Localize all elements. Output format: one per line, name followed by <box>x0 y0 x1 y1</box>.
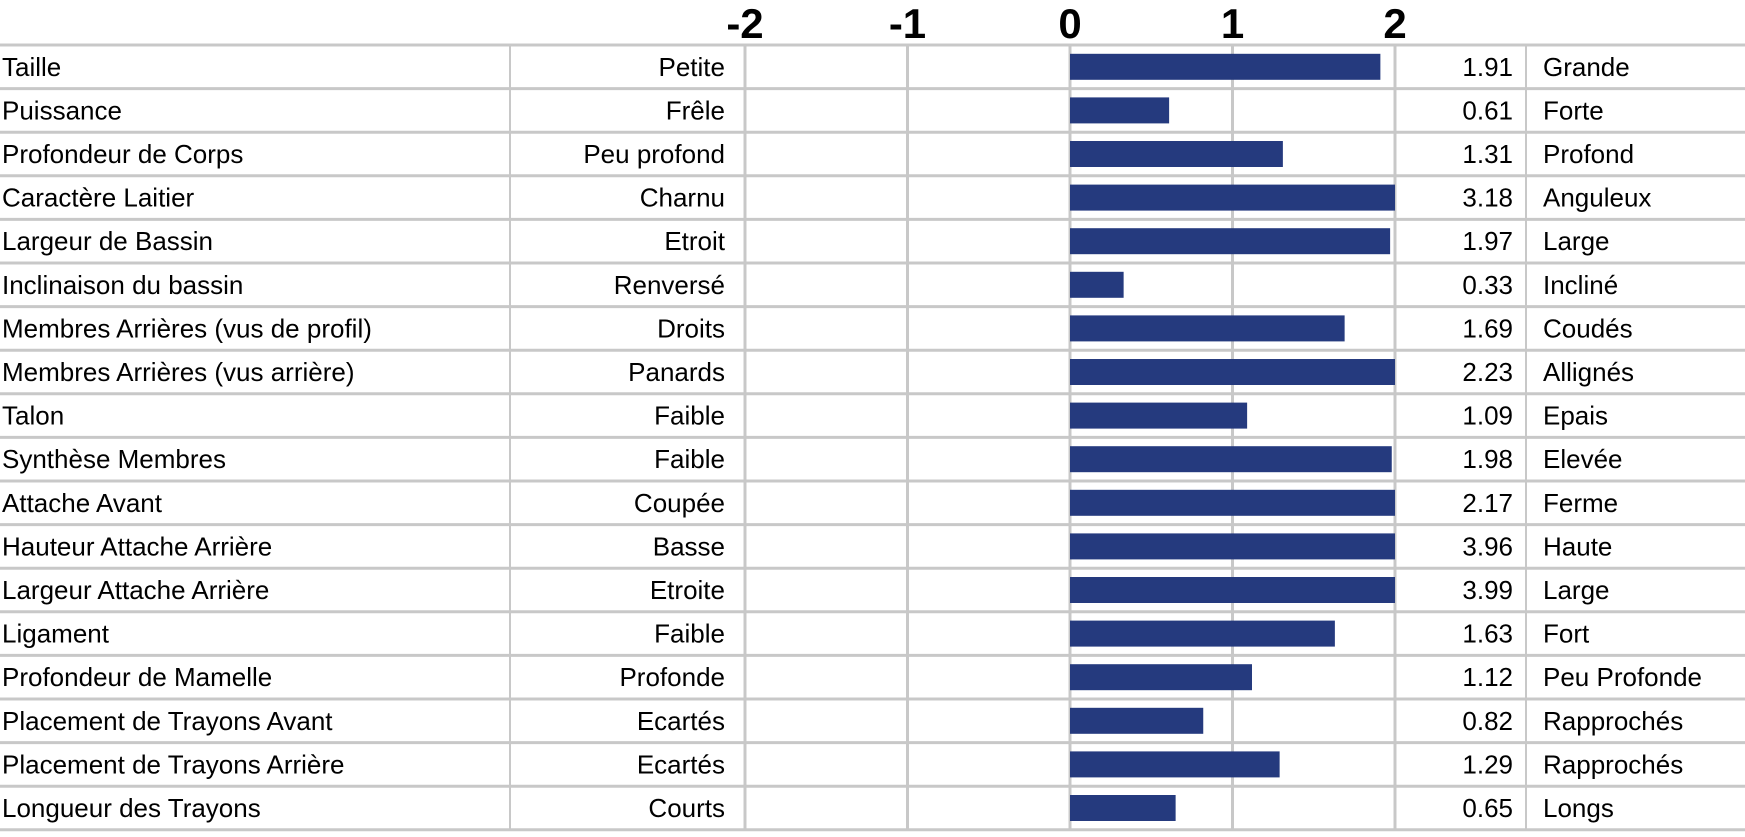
tick-label: -1 <box>889 0 926 47</box>
bar <box>1070 620 1335 647</box>
high-pole-label: Ferme <box>1543 488 1618 518</box>
bar <box>1070 315 1345 342</box>
value-label: 2.17 <box>1462 488 1513 518</box>
tick-label: 1 <box>1221 0 1244 47</box>
trait-label: Puissance <box>2 95 122 125</box>
trait-label: Longueur des Trayons <box>2 793 261 823</box>
bar <box>1070 53 1381 80</box>
value-label: 3.99 <box>1462 575 1513 605</box>
low-pole-label: Basse <box>653 531 725 561</box>
high-pole-label: Rapprochés <box>1543 706 1683 736</box>
high-pole-label: Large <box>1543 226 1610 256</box>
tick-label: -2 <box>726 0 763 47</box>
high-pole-label: Grande <box>1543 52 1630 82</box>
value-label: 3.96 <box>1462 531 1513 561</box>
trait-label: Attache Avant <box>2 488 163 518</box>
bar <box>1070 489 1395 516</box>
low-pole-label: Ecartés <box>637 749 725 779</box>
value-label: 2.23 <box>1462 357 1513 387</box>
trait-label: Membres Arrières (vus arrière) <box>2 357 355 387</box>
low-pole-label: Faible <box>654 619 725 649</box>
bar <box>1070 402 1248 429</box>
value-label: 1.69 <box>1462 313 1513 343</box>
value-label: 0.61 <box>1462 95 1513 125</box>
trait-label: Membres Arrières (vus de profil) <box>2 313 372 343</box>
high-pole-label: Anguleux <box>1543 183 1651 213</box>
low-pole-label: Coupée <box>634 488 725 518</box>
low-pole-label: Peu profond <box>583 139 725 169</box>
bar <box>1070 533 1395 560</box>
trait-label: Largeur de Bassin <box>2 226 213 256</box>
bar <box>1070 97 1170 124</box>
bar <box>1070 751 1280 778</box>
bar <box>1070 664 1252 691</box>
value-label: 3.18 <box>1462 183 1513 213</box>
high-pole-label: Fort <box>1543 619 1590 649</box>
low-pole-label: Etroit <box>664 226 725 256</box>
trait-label: Placement de Trayons Avant <box>2 706 333 736</box>
high-pole-label: Elevée <box>1543 444 1623 474</box>
bar <box>1070 141 1283 167</box>
bar <box>1070 359 1395 385</box>
tick-label: 0 <box>1058 0 1081 47</box>
bar <box>1070 271 1124 298</box>
low-pole-label: Faible <box>654 444 725 474</box>
high-pole-label: Peu Profonde <box>1543 662 1702 692</box>
value-label: 1.31 <box>1462 139 1513 169</box>
high-pole-label: Epais <box>1543 401 1608 431</box>
value-label: 1.09 <box>1462 401 1513 431</box>
trait-label: Talon <box>2 401 64 431</box>
value-label: 0.65 <box>1462 793 1513 823</box>
bar-layer <box>1070 53 1395 821</box>
low-pole-label: Petite <box>659 52 726 82</box>
grid-layer <box>0 43 1745 832</box>
low-pole-label: Etroite <box>650 575 725 605</box>
value-label: 1.12 <box>1462 662 1513 692</box>
trait-label: Caractère Laitier <box>2 183 195 213</box>
low-pole-label: Ecartés <box>637 706 725 736</box>
low-pole-label: Frêle <box>666 95 725 125</box>
bar <box>1070 228 1391 255</box>
low-pole-label: Faible <box>654 401 725 431</box>
low-pole-label: Renversé <box>614 270 725 300</box>
bar <box>1070 577 1395 603</box>
low-pole-label: Courts <box>648 793 725 823</box>
low-pole-label: Charnu <box>640 183 725 213</box>
high-pole-label: Coudés <box>1543 313 1633 343</box>
high-pole-label: Allignés <box>1543 357 1634 387</box>
trait-label: Hauteur Attache Arrière <box>2 531 272 561</box>
text-layer: -2 -1 0 1 2 Taille Petite 1.91 Grande Puissance Fr… <box>2 0 1702 823</box>
trait-label: Inclinaison du bassin <box>2 270 243 300</box>
value-label: 1.63 <box>1462 619 1513 649</box>
low-pole-label: Droits <box>657 313 725 343</box>
value-label: 0.82 <box>1462 706 1513 736</box>
trait-label: Ligament <box>2 619 110 649</box>
trait-label: Placement de Trayons Arrière <box>2 749 345 779</box>
bar <box>1070 184 1395 211</box>
high-pole-label: Large <box>1543 575 1610 605</box>
value-label: 0.33 <box>1462 270 1513 300</box>
bar <box>1070 795 1176 821</box>
value-label: 1.29 <box>1462 749 1513 779</box>
trait-label: Synthèse Membres <box>2 444 226 474</box>
low-pole-label: Profonde <box>619 662 725 692</box>
high-pole-label: Rapprochés <box>1543 749 1683 779</box>
bar <box>1070 446 1392 473</box>
tick-label: 2 <box>1383 0 1406 47</box>
high-pole-label: Profond <box>1543 139 1634 169</box>
trait-label: Profondeur de Corps <box>2 139 243 169</box>
trait-label: Profondeur de Mamelle <box>2 662 272 692</box>
high-pole-label: Haute <box>1543 531 1612 561</box>
bar <box>1070 707 1204 734</box>
value-label: 1.97 <box>1462 226 1513 256</box>
trait-label: Taille <box>2 52 61 82</box>
value-label: 1.98 <box>1462 444 1513 474</box>
value-label: 1.91 <box>1462 52 1513 82</box>
high-pole-label: Incliné <box>1543 270 1618 300</box>
high-pole-label: Longs <box>1543 793 1614 823</box>
high-pole-label: Forte <box>1543 95 1604 125</box>
low-pole-label: Panards <box>628 357 725 387</box>
trait-label: Largeur Attache Arrière <box>2 575 269 605</box>
